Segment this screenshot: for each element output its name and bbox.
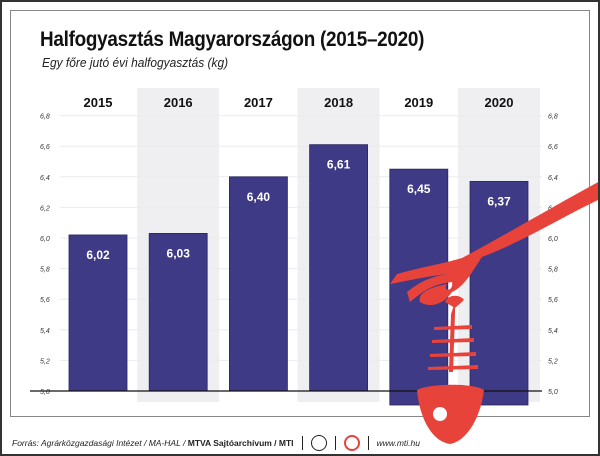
y-tick-label-left: 5,8 (40, 267, 50, 274)
y-tick-label-left: 5,4 (40, 328, 50, 335)
mti-logo-icon (343, 435, 360, 451)
fish-tail (445, 295, 464, 308)
y-tick-label-right: 5,0 (548, 389, 558, 396)
y-tick-label-left: 6,6 (40, 144, 50, 151)
mtva-logo-icon (310, 435, 327, 451)
year-label: 2016 (164, 95, 193, 110)
year-label: 2020 (485, 95, 514, 110)
y-tick-label-right: 6,0 (548, 236, 558, 243)
y-tick-label-right: 6,4 (548, 175, 558, 182)
y-tick-label-left: 6,0 (40, 236, 50, 243)
y-tick-label-right: 5,8 (548, 267, 558, 274)
fish-rib (432, 338, 474, 343)
value-label: 6,02 (86, 248, 110, 262)
fish-rib (434, 325, 472, 330)
bar (309, 144, 369, 392)
credit-label: MTVA Sajtóarchívum / MTI (187, 438, 294, 448)
fish-eye (433, 407, 447, 421)
bar (228, 176, 288, 392)
footer: Forrás: Agrárközgazdasági Intézet / MA-H… (12, 435, 420, 451)
y-tick-label-right: 5,6 (548, 297, 558, 304)
y-tick-label-left: 6,2 (40, 205, 50, 212)
chart-subtitle: Egy főre jutó évi halfogyasztás (kg) (42, 55, 229, 70)
fish-spine (449, 302, 455, 372)
y-tick-label-left: 5,6 (40, 297, 50, 304)
y-tick-label-right: 5,2 (548, 358, 558, 365)
y-tick-label-right: 5,4 (548, 328, 558, 335)
value-label: 6,61 (327, 158, 351, 172)
source-label: Forrás: Agrárközgazdasági Intézet / MA-H… (12, 438, 188, 448)
bar (469, 180, 529, 406)
value-label: 6,45 (407, 182, 431, 196)
year-label: 2019 (404, 95, 433, 110)
value-label: 6,37 (487, 194, 511, 208)
y-tick-label-left: 6,8 (40, 114, 50, 121)
year-label: 2015 (84, 95, 113, 110)
bar (148, 233, 208, 392)
y-tick-label-left: 5,0 (40, 389, 50, 396)
chart-title: Halfogyasztás Magyarországon (2015–2020) (40, 28, 425, 51)
divider (367, 436, 369, 450)
divider (334, 436, 336, 450)
hand-illustration (390, 182, 598, 305)
fish-rib (428, 365, 478, 370)
year-label: 2018 (324, 95, 353, 110)
divider (301, 436, 303, 450)
value-label: 6,40 (247, 190, 271, 204)
inner-frame (10, 10, 590, 417)
fish-rib (430, 352, 476, 357)
bar (68, 234, 128, 392)
y-tick-label-right: 6,8 (548, 114, 558, 121)
year-label: 2017 (244, 95, 273, 110)
fish-head (417, 384, 484, 444)
y-tick-label-right: 6,6 (548, 144, 558, 151)
y-tick-label-left: 5,2 (40, 358, 50, 365)
website-link[interactable]: www.mti.hu (376, 438, 421, 448)
value-label: 6,03 (167, 246, 191, 260)
y-tick-label-left: 6,4 (40, 175, 50, 182)
source-text: Forrás: Agrárközgazdasági Intézet / MA-H… (12, 438, 294, 448)
